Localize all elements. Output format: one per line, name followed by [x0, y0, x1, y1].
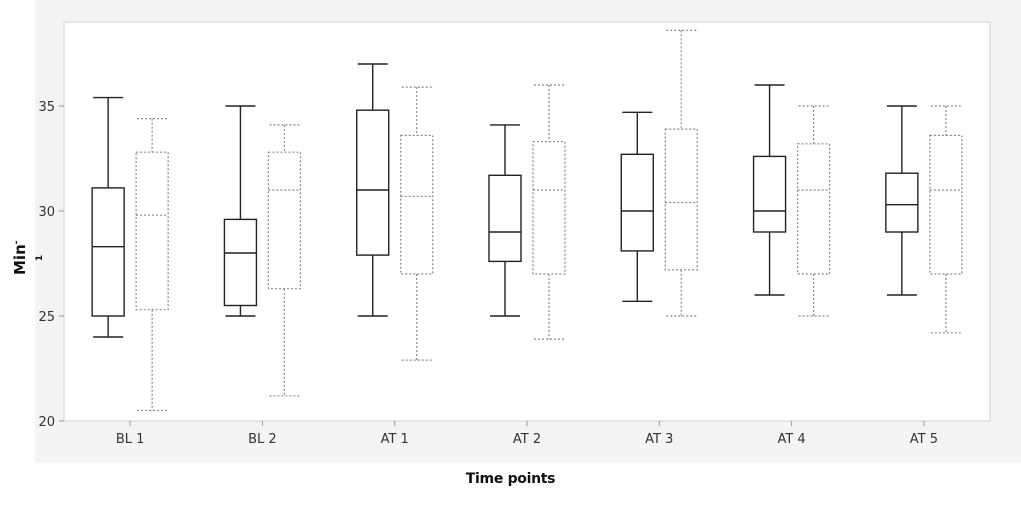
series2-box [400, 134, 434, 275]
x-axis-label: Time points [465, 471, 556, 487]
x-tick-label: AT 5 [910, 432, 938, 447]
y-axis-label: Min-1 [11, 240, 45, 276]
series2-box [796, 143, 831, 275]
series1-box [885, 172, 919, 233]
plot-area [63, 21, 991, 422]
series2-box [135, 151, 169, 311]
x-tick-label: BL 2 [248, 432, 277, 447]
series1-box [223, 218, 258, 307]
x-tick-label: AT 3 [645, 432, 673, 447]
x-tick-label: AT 2 [513, 432, 541, 447]
series2-box [664, 128, 698, 271]
x-tick-label: AT 1 [381, 432, 409, 447]
y-tick-label: 35 [38, 100, 55, 115]
series1-box [620, 153, 654, 252]
y-tick-label: 25 [38, 310, 55, 325]
x-tick-label: BL 1 [116, 432, 145, 447]
series1-box [488, 174, 522, 263]
y-tick-label: 30 [38, 205, 55, 220]
series1-box [91, 187, 125, 317]
series2-box [267, 151, 302, 290]
series2-box [929, 134, 963, 275]
x-tick-label: AT 4 [777, 432, 805, 447]
series1-box [752, 155, 787, 233]
series1-box [356, 109, 390, 256]
y-tick-label: 20 [38, 415, 55, 430]
series2-box [532, 141, 566, 275]
